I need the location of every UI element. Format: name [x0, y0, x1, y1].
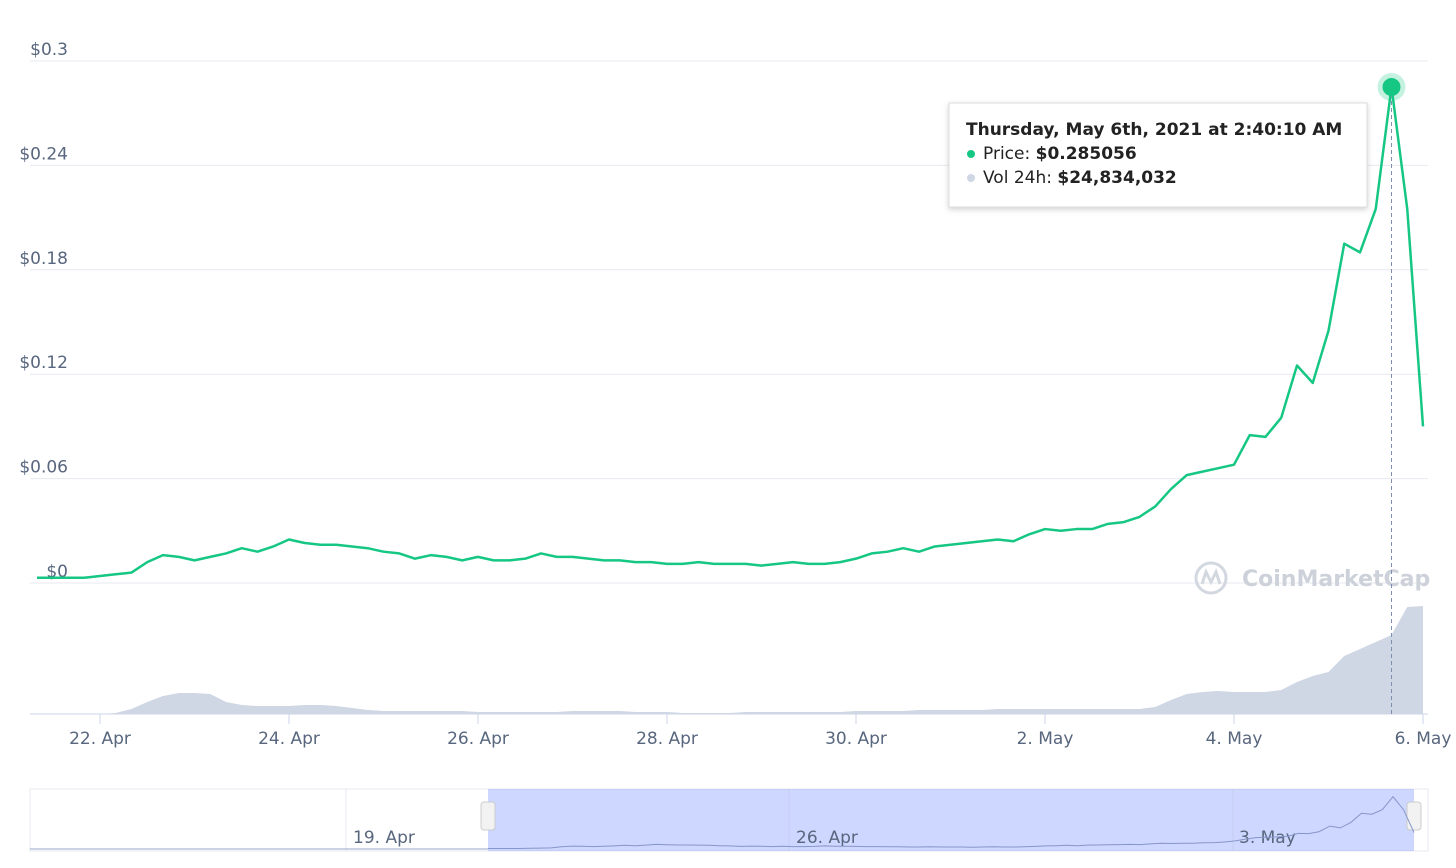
watermark-logo-mark	[1200, 568, 1222, 586]
tooltip: Thursday, May 6th, 2021 at 2:40:10 AM Pri…	[948, 102, 1368, 208]
tooltip-item: Vol 24h: $24,834,032	[983, 168, 1177, 188]
volume-area	[37, 606, 1423, 714]
y-tick-label: $0.24	[19, 144, 68, 164]
tooltip-name: Vol 24h:	[983, 168, 1052, 188]
y-tick-label: $0.12	[19, 353, 68, 373]
y-tick-label: $0.18	[19, 249, 68, 269]
watermark-text: CoinMarketCap	[1242, 567, 1430, 592]
watermark: CoinMarketCap	[1194, 561, 1430, 595]
y-tick-label: $0.3	[30, 40, 68, 60]
navigator-label: 26. Apr	[796, 828, 858, 848]
tooltip-value: $0.285056	[1036, 144, 1137, 164]
tooltip-title: Thursday, May 6th, 2021 at 2:40:10 AM	[966, 120, 1342, 140]
tooltip-name: Price:	[983, 144, 1030, 164]
tooltip-dot	[967, 174, 975, 182]
x-tick-label: 22. Apr	[69, 729, 131, 749]
x-tick-label: 28. Apr	[636, 729, 698, 749]
navigator-handle[interactable]	[1406, 801, 1422, 831]
tooltip-box	[948, 102, 1368, 208]
hover-point	[1382, 78, 1401, 97]
navigator-handle[interactable]	[480, 801, 496, 831]
navigator-label: 19. Apr	[353, 828, 415, 848]
tooltip-value: $24,834,032	[1057, 168, 1176, 188]
x-tick-label: 26. Apr	[447, 729, 509, 749]
navigator-label: 3. May	[1239, 828, 1296, 848]
navigator-frame	[29, 788, 1429, 852]
x-tick-label: 30. Apr	[825, 729, 887, 749]
x-tick-label: 2. May	[1017, 729, 1074, 749]
x-tick-label: 4. May	[1206, 729, 1263, 749]
x-tick-label: 6. May	[1395, 729, 1452, 749]
y-tick-label: $0.06	[19, 458, 68, 478]
navigator-selection[interactable]	[488, 789, 1414, 851]
watermark-logo	[1194, 561, 1228, 595]
tooltip-item: Price: $0.285056	[983, 144, 1137, 164]
navigator: 19. Apr 26. Apr 3. May	[29, 788, 1429, 852]
tooltip-dot	[967, 150, 975, 158]
navigator-line	[488, 795, 1415, 849]
price-line	[37, 85, 1425, 580]
x-tick-label: 24. Apr	[258, 729, 320, 749]
